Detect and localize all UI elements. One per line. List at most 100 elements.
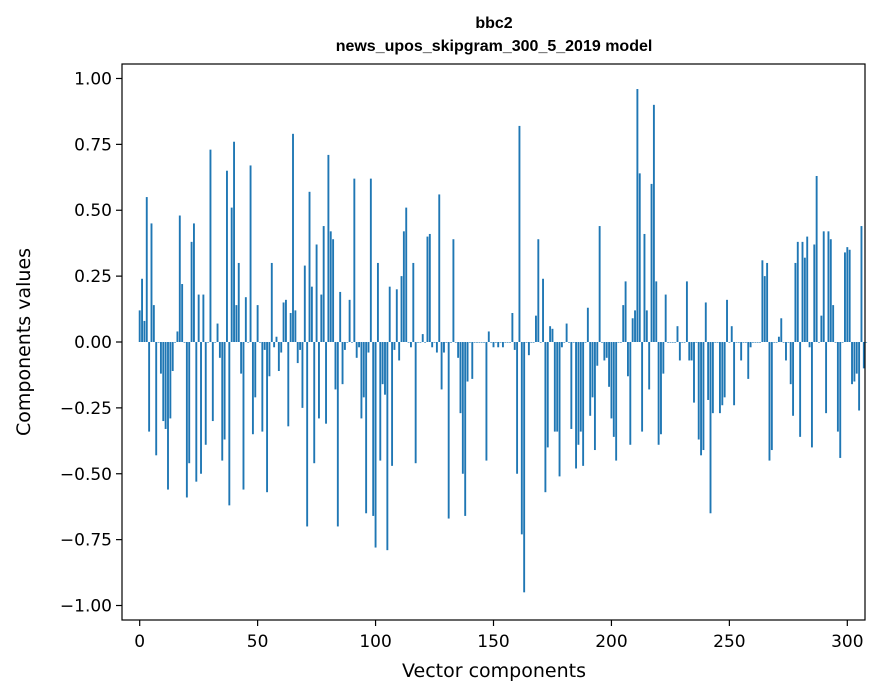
bar-component-134 (454, 342, 457, 343)
bar-component-254 (737, 342, 740, 343)
bar-component-103 (381, 342, 384, 385)
chart-title-line-1: bbc2 (475, 15, 512, 32)
bar-component-50 (256, 305, 259, 342)
bar-component-8 (157, 342, 160, 343)
bar-component-184 (572, 342, 575, 343)
bar-component-64 (289, 313, 292, 342)
x-tick-label: 50 (247, 632, 269, 652)
bar-component-81 (329, 231, 332, 342)
bar-component-132 (450, 342, 452, 343)
bar-component-172 (544, 342, 547, 493)
bar-component-77 (320, 294, 323, 342)
bar-component-224 (667, 342, 669, 343)
bar-component-58 (275, 336, 278, 342)
bar-component-143 (476, 342, 478, 343)
bar-component-217 (650, 183, 653, 342)
bar-component-157 (509, 342, 511, 343)
bar-component-220 (657, 342, 660, 445)
bar-component-276 (789, 342, 792, 385)
bar-component-303 (853, 342, 856, 382)
bar-component-111 (400, 276, 403, 342)
bar-component-258 (747, 342, 750, 379)
bar-component-154 (501, 342, 504, 348)
bar-component-182 (568, 342, 570, 343)
bar-component-260 (752, 342, 754, 343)
bar-component-167 (532, 342, 535, 343)
bar-component-34 (218, 342, 221, 358)
bar-component-278 (794, 262, 797, 342)
bar-component-286 (813, 244, 816, 342)
bar-component-124 (431, 342, 434, 348)
y-tick-label: −0.50 (60, 465, 112, 485)
bar-component-200 (610, 342, 613, 419)
y-tick-label: 0.00 (74, 333, 112, 353)
bar-component-210 (634, 310, 636, 342)
bar-component-12 (167, 342, 169, 490)
bar-component-43 (240, 342, 243, 374)
bar-component-219 (655, 281, 658, 342)
bar-component-195 (598, 226, 601, 342)
bar-component-205 (622, 305, 625, 342)
bar-component-113 (405, 207, 408, 342)
bar-component-109 (395, 289, 398, 342)
bar-component-190 (586, 307, 589, 342)
bar-component-287 (815, 175, 818, 342)
bar-component-240 (704, 302, 707, 342)
bar-component-177 (556, 342, 559, 432)
bar-component-280 (799, 342, 802, 437)
bar-component-208 (629, 342, 632, 445)
bar-component-87 (343, 342, 346, 350)
bar-component-54 (266, 342, 269, 493)
bar-component-178 (558, 342, 561, 477)
bar-component-37 (226, 170, 228, 342)
bar-component-288 (818, 342, 820, 343)
bar-component-252 (733, 342, 736, 406)
chart-title-line-2: news_upos_skipgram_300_5_2019 model (336, 38, 653, 55)
bar-component-187 (579, 342, 582, 432)
bar-component-181 (565, 323, 568, 342)
bar-component-26 (200, 342, 202, 474)
bar-component-216 (648, 342, 651, 390)
bar-component-204 (619, 342, 622, 343)
bar-component-213 (641, 342, 644, 432)
y-tick-label: −0.25 (60, 399, 112, 419)
bar-component-274 (785, 342, 787, 361)
bar-component-193 (593, 342, 596, 451)
bar-component-189 (584, 342, 587, 343)
bar-component-95 (362, 342, 365, 398)
bar-component-215 (645, 310, 648, 342)
bar-component-162 (520, 342, 523, 535)
bar-component-223 (664, 294, 667, 342)
bar-component-14 (171, 342, 174, 371)
bar-component-139 (466, 342, 469, 382)
bar-component-55 (268, 342, 271, 377)
bar-component-175 (551, 328, 554, 342)
y-tick-label: −0.75 (60, 531, 112, 551)
y-tick-label: 0.50 (74, 201, 112, 221)
bar-component-297 (839, 342, 842, 458)
bar-component-192 (591, 342, 594, 398)
bar-component-18 (181, 284, 184, 342)
bar-component-233 (688, 342, 691, 361)
bar-component-294 (832, 305, 835, 342)
bar-component-179 (560, 342, 563, 348)
bar-component-264 (761, 260, 764, 342)
bar-component-263 (759, 342, 761, 343)
bar-component-0 (138, 310, 141, 342)
bar-component-75 (315, 244, 318, 342)
bar-component-243 (711, 342, 714, 414)
bar-component-45 (244, 297, 247, 342)
bar-component-161 (518, 125, 521, 342)
bar-component-194 (596, 342, 599, 366)
bar-component-84 (336, 342, 339, 527)
bar-component-137 (461, 342, 464, 474)
bar-component-63 (287, 342, 290, 427)
bar-component-72 (308, 191, 311, 342)
bar-component-115 (410, 342, 412, 348)
bar-component-146 (483, 342, 486, 343)
bar-component-174 (549, 326, 552, 342)
bar-component-262 (756, 342, 759, 343)
bar-component-211 (636, 89, 639, 342)
bar-component-299 (844, 252, 846, 342)
